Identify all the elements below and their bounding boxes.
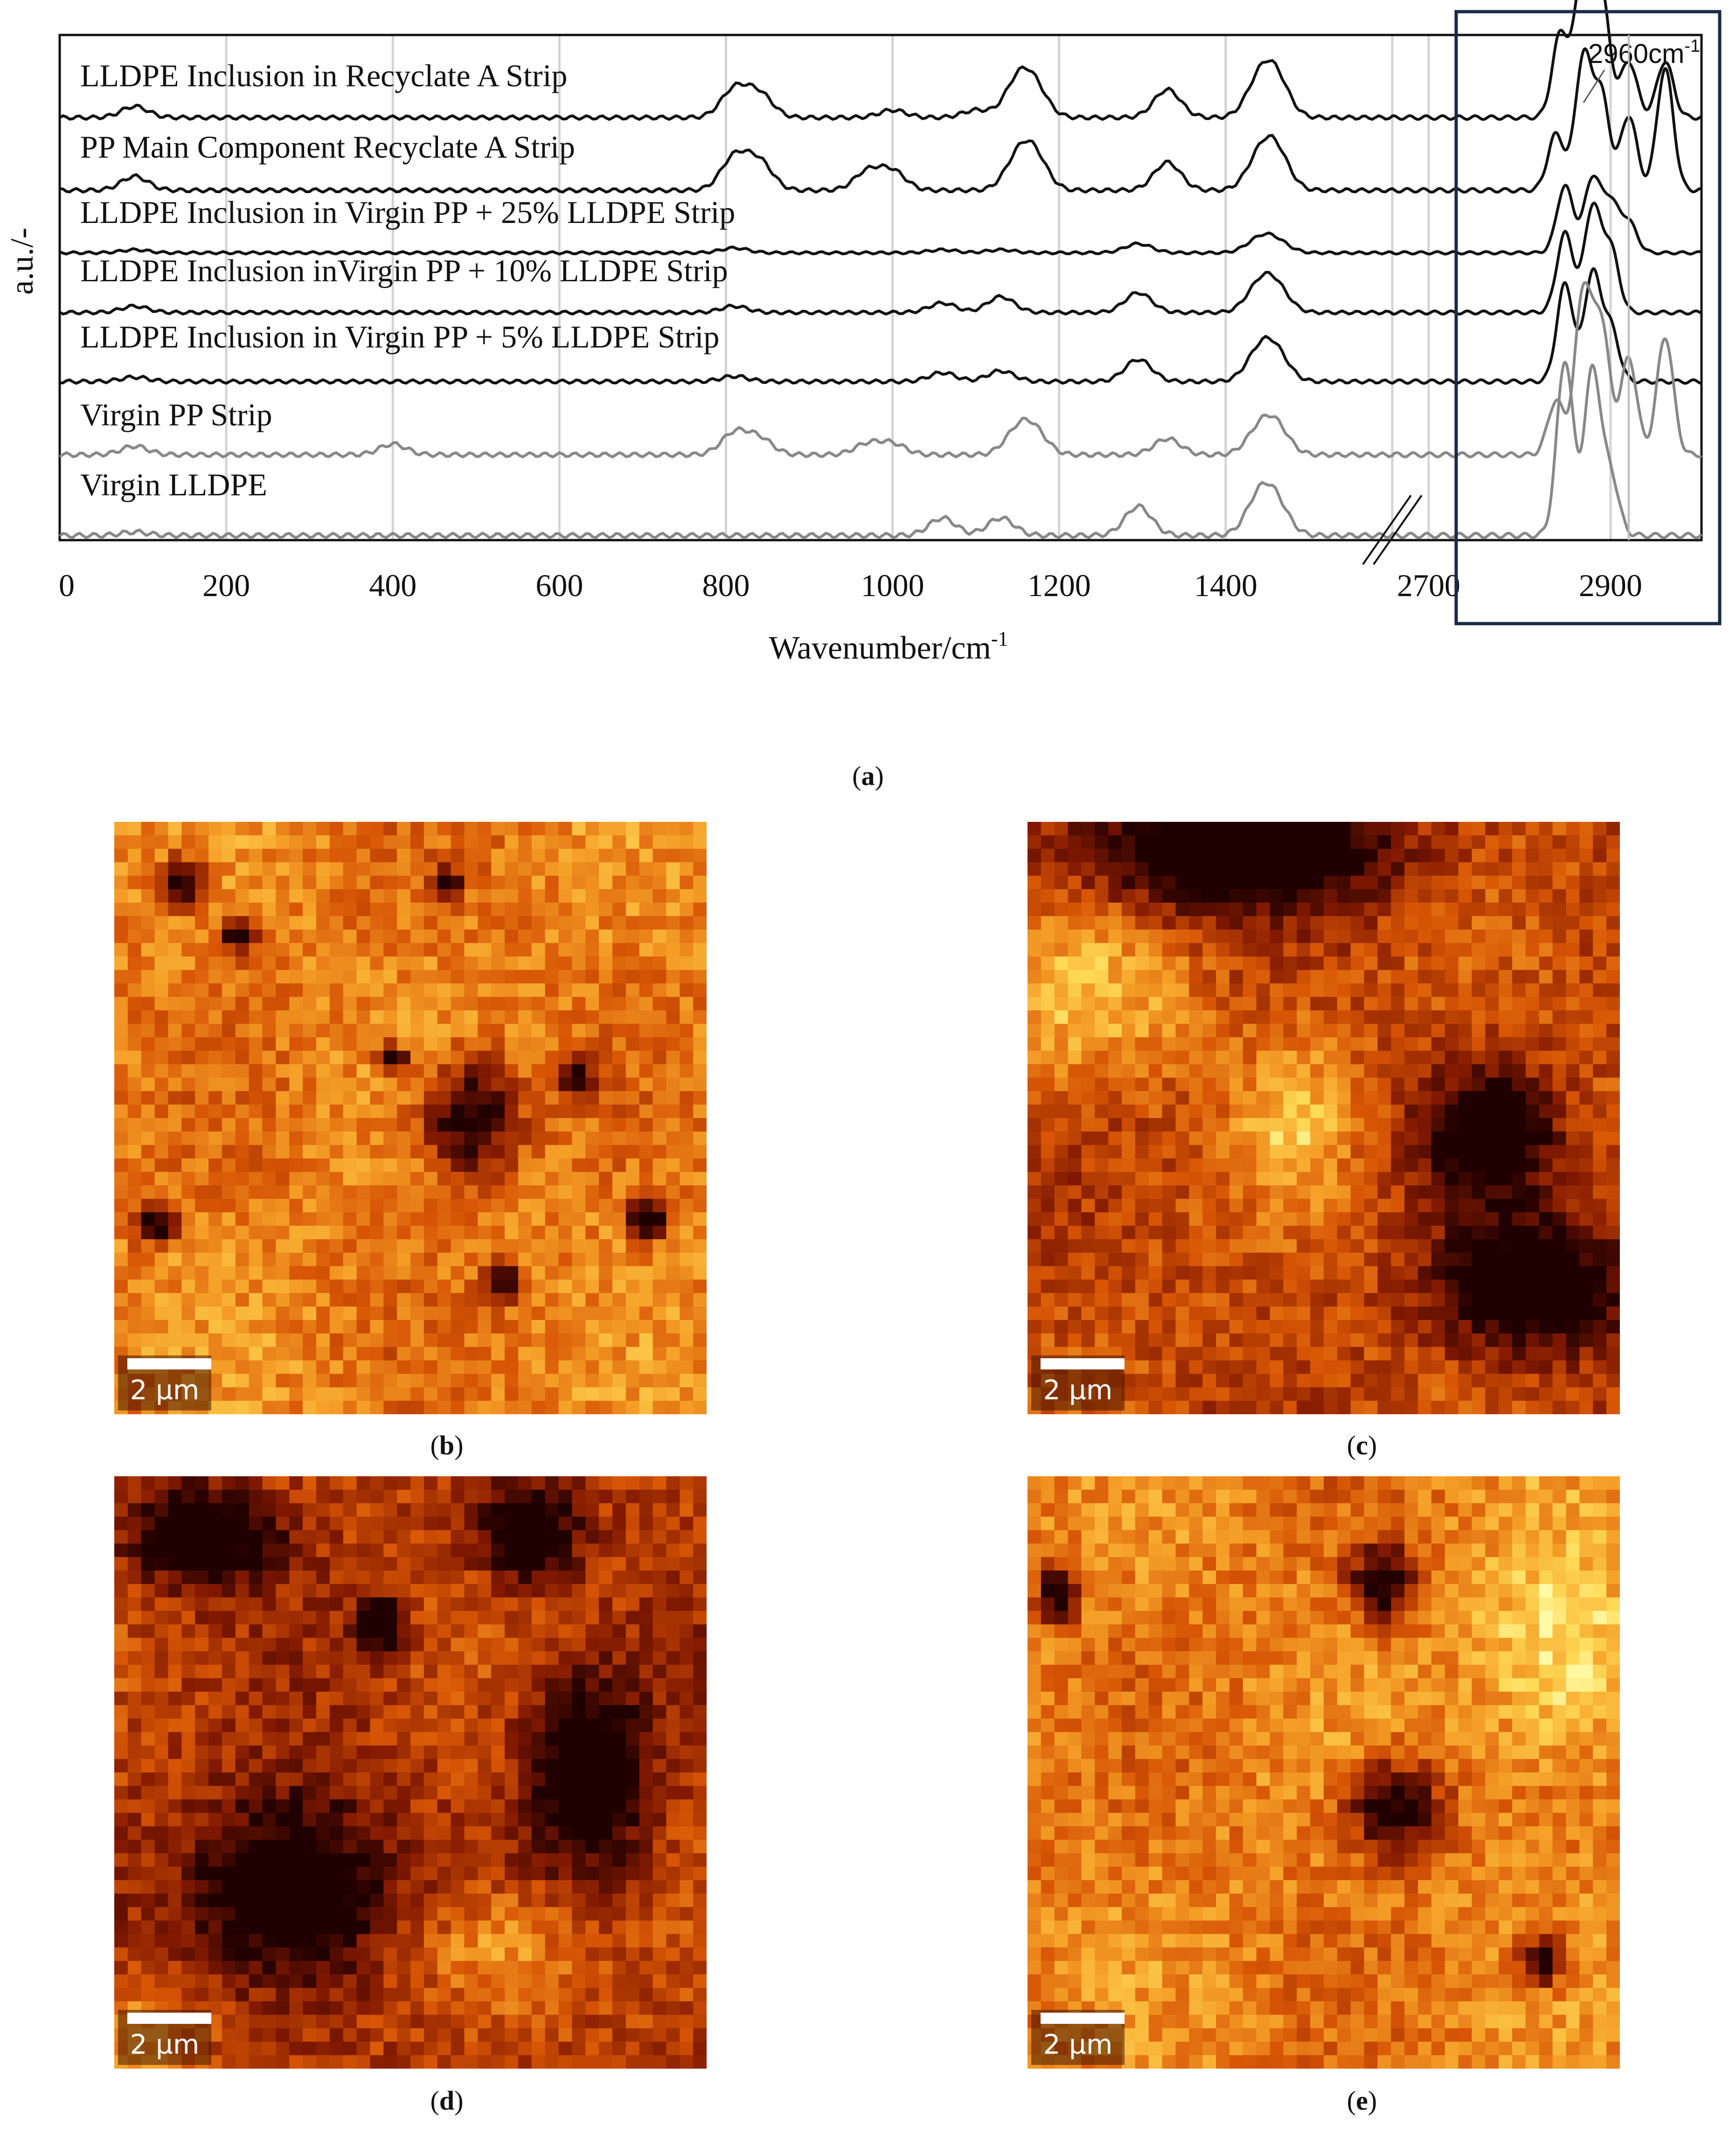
series-line [59, 0, 1702, 121]
intensity-map [1028, 822, 1620, 1414]
x-tick-label: 2900 [1579, 568, 1642, 603]
scale-bar-label: 2 µm [1043, 2029, 1113, 2060]
plot-frame [58, 34, 1703, 542]
x-tick-label: 1400 [1194, 568, 1257, 603]
axis-break-mark [1373, 494, 1423, 565]
series-line [59, 281, 1702, 459]
series-label: Virgin LLDPE [80, 467, 267, 502]
series-line [59, 47, 1702, 194]
series-label: LLDPE Inclusion in Virgin PP + 5% LLDPE … [80, 319, 719, 354]
x-tick-label: 400 [369, 568, 417, 603]
scale-bar: 2 µm [1031, 2010, 1125, 2065]
scale-bar-line [1041, 2013, 1125, 2024]
x-tick-label: 1000 [861, 568, 924, 603]
caption-a: (a) [852, 761, 884, 791]
caption-d: (d) [430, 2085, 464, 2116]
caption-e: (e) [1347, 2085, 1377, 2116]
caption-c: (c) [1347, 1430, 1377, 1460]
scale-bar-label: 2 µm [130, 2029, 200, 2060]
intensity-map [114, 822, 707, 1414]
series-label: Virgin PP Strip [80, 397, 272, 432]
series-label: LLDPE Inclusion in Recyclate A Strip [80, 58, 567, 93]
x-tick-label: 2700 [1397, 568, 1460, 603]
x-tick-label: 800 [702, 568, 750, 603]
series-label: LLDPE Inclusion in Virgin PP + 25% LLDPE… [80, 195, 735, 230]
series-label: LLDPE Inclusion inVirgin PP + 10% LLDPE … [80, 253, 728, 288]
raman-map-b: 2 µm [114, 822, 707, 1414]
series-line [59, 361, 1703, 539]
highlight-label: 2960cm-1 [1588, 36, 1700, 69]
axis-break-mark [1362, 494, 1412, 565]
x-tick-label: 600 [535, 568, 583, 603]
raman-map-c: 2 µm [1028, 822, 1620, 1414]
x-axis-label: Wavenumber/cm-1 [769, 627, 1008, 666]
scale-bar: 2 µm [118, 2010, 211, 2065]
scale-bar-label: 2 µm [130, 1374, 200, 1406]
scale-bar-line [127, 1358, 211, 1369]
raman-map-d: 2 µm [114, 1476, 707, 2069]
series-line [60, 267, 1702, 385]
series-label: PP Main Component Recyclate A Strip [80, 129, 575, 165]
highlight-box [1454, 10, 1722, 625]
y-axis-label: a.u./- [4, 228, 40, 295]
x-tick-label: 0 [59, 568, 75, 603]
spectra-chart: LLDPE Inclusion in Recyclate A Strip PP M… [4, 0, 1722, 666]
scale-bar: 2 µm [1031, 1355, 1125, 1410]
scale-bar-line [127, 2013, 211, 2024]
scale-bar-line [1041, 1358, 1125, 1369]
x-tick-label: 200 [202, 568, 250, 603]
scale-bar: 2 µm [118, 1355, 211, 1410]
intensity-map [1028, 1476, 1620, 2069]
series-line [59, 174, 1702, 256]
x-tick-label: 1200 [1028, 568, 1091, 603]
highlight-pointer [1583, 69, 1605, 103]
series-line [59, 201, 1702, 316]
raman-map-e: 2 µm [1028, 1476, 1620, 2069]
scale-bar-label: 2 µm [1043, 1374, 1113, 1406]
caption-b: (b) [430, 1430, 464, 1460]
intensity-map [114, 1476, 707, 2069]
